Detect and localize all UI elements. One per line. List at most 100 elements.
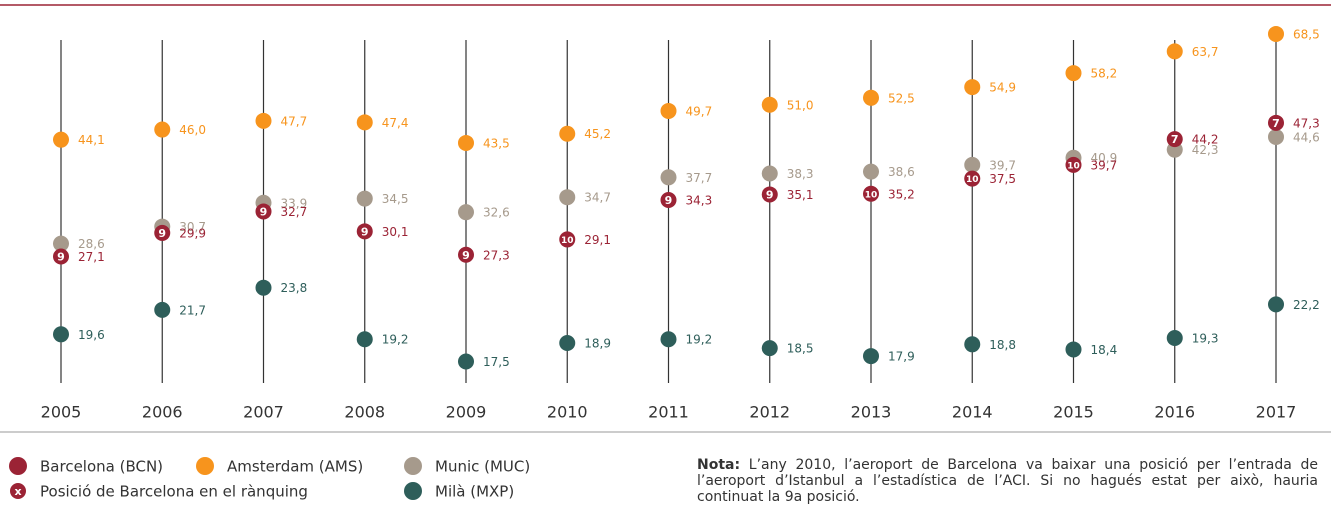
- dot: [559, 189, 576, 206]
- dot: [863, 89, 879, 106]
- dot: [53, 131, 69, 148]
- x-tick-label: 2013: [851, 403, 892, 422]
- dot: [1166, 43, 1183, 60]
- value-label: 35,1: [787, 188, 814, 202]
- x-tick-label: 2012: [749, 403, 790, 422]
- x-tick-label: 2008: [344, 403, 385, 422]
- value-label: 34,3: [686, 193, 713, 207]
- rank-label: 9: [158, 227, 166, 240]
- rank-label: 10: [865, 190, 878, 200]
- legend-label: Posició de Barcelona en el rànquing: [40, 483, 308, 501]
- value-label: 22,2: [1293, 298, 1320, 312]
- value-label: 63,7: [1192, 45, 1219, 59]
- dot: [761, 340, 778, 357]
- value-label: 32,6: [483, 206, 510, 220]
- x-tick-label: 2007: [243, 403, 284, 422]
- value-label: 29,1: [584, 233, 611, 247]
- value-label: 19,2: [686, 333, 713, 347]
- rank-label: 9: [260, 205, 268, 218]
- value-label: 44,1: [78, 133, 105, 147]
- value-label: 30,1: [382, 225, 409, 239]
- x-tick-label: 2009: [446, 403, 487, 422]
- dot: [458, 353, 474, 370]
- dot: [761, 186, 778, 203]
- value-label: 68,5: [1293, 27, 1320, 41]
- value-label: 21,7: [179, 303, 206, 317]
- dot: [660, 102, 677, 119]
- legend-swatch: [9, 457, 27, 475]
- value-label: 51,0: [787, 98, 814, 112]
- value-label: 18,9: [584, 337, 611, 351]
- value-label: 28,6: [78, 237, 105, 251]
- legend-swatch: [404, 457, 422, 475]
- value-label: 47,4: [382, 116, 409, 130]
- value-label: 35,2: [888, 187, 915, 201]
- value-label: 40,9: [1091, 151, 1118, 165]
- dot: [255, 279, 272, 296]
- x-tick-label: 2011: [648, 403, 689, 422]
- dot: [1268, 128, 1284, 145]
- legend-label: Amsterdam (AMS): [227, 458, 363, 476]
- dot: [559, 125, 576, 142]
- rank-label: 9: [361, 225, 369, 238]
- value-label: 18,5: [787, 342, 814, 356]
- dot: [660, 191, 677, 208]
- note: Nota: L’any 2010, l’aeroport de Barcelon…: [697, 457, 1318, 505]
- dot: [559, 335, 576, 352]
- dot: [1166, 329, 1183, 346]
- x-tick-label: 2017: [1256, 403, 1297, 422]
- dot: [761, 96, 778, 113]
- dot: [53, 235, 69, 252]
- value-label: 38,3: [787, 167, 814, 181]
- rank-label: 9: [57, 251, 65, 264]
- value-label: 37,7: [686, 171, 713, 185]
- value-label: 19,6: [78, 328, 105, 342]
- value-label: 43,5: [483, 136, 510, 150]
- value-label: 47,7: [281, 114, 308, 128]
- value-label: 18,4: [1091, 343, 1118, 357]
- dot: [356, 331, 373, 348]
- dot: [458, 204, 474, 221]
- value-label: 38,6: [888, 165, 915, 179]
- value-label: 23,8: [281, 281, 308, 295]
- dot: [356, 223, 373, 240]
- dot: [458, 246, 474, 263]
- value-label: 37,5: [989, 172, 1016, 186]
- dot: [964, 79, 981, 96]
- dot: [1065, 65, 1082, 82]
- legend-label: Barcelona (BCN): [40, 458, 163, 476]
- dot: [458, 134, 474, 151]
- rank-label: 10: [1067, 161, 1080, 171]
- value-label: 44,2: [1192, 133, 1219, 147]
- value-label: 47,3: [1293, 116, 1320, 130]
- dot: [53, 248, 69, 265]
- rank-label: 9: [766, 188, 774, 201]
- x-tick-label: 2016: [1154, 403, 1195, 422]
- dot: [1268, 25, 1284, 42]
- value-label: 44,6: [1293, 130, 1320, 144]
- rank-label: 7: [1272, 117, 1280, 130]
- value-label: 39,7: [1091, 158, 1118, 172]
- value-label: 34,7: [584, 191, 611, 205]
- note-text: L’any 2010, l’aeroport de Barcelona va b…: [697, 457, 1318, 505]
- dot: [863, 185, 879, 202]
- dot: [356, 114, 373, 131]
- rank-label: 9: [462, 249, 470, 262]
- value-label: 19,2: [382, 333, 409, 347]
- dot: [1065, 341, 1082, 358]
- legend-label: Milà (MXP): [435, 483, 514, 501]
- dot: [660, 169, 677, 186]
- legend-swatch: [404, 482, 422, 500]
- value-label: 49,7: [686, 104, 713, 118]
- dot: [154, 121, 171, 138]
- dot: [1065, 156, 1082, 173]
- value-label: 17,5: [483, 355, 510, 369]
- value-label: 32,7: [281, 205, 308, 219]
- legend-symbol: x: [14, 485, 21, 498]
- value-label: 54,9: [989, 81, 1016, 95]
- dot: [53, 326, 69, 343]
- x-tick-label: 2010: [547, 403, 588, 422]
- dot: [964, 170, 981, 187]
